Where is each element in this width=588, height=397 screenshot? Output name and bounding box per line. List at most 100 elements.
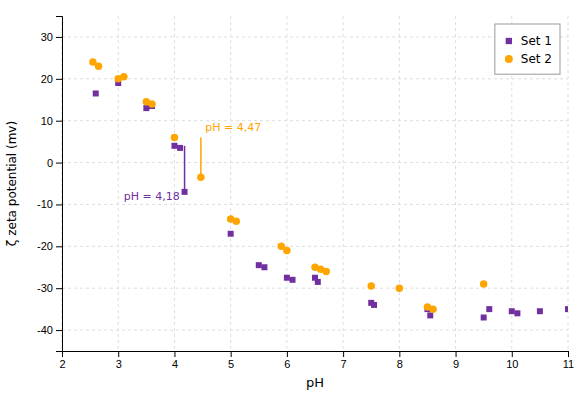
chart: 2 3 4 5 6 7 8 9 10 11 -40 -30 -20 -10 0 10 20 30 pH = 4,18… xyxy=(0,0,588,397)
tick: 6 xyxy=(284,351,290,370)
tick-label: -40 xyxy=(37,324,53,336)
tick-label: 2 xyxy=(59,358,65,370)
grid-line xyxy=(62,36,568,37)
tick-mark xyxy=(56,121,62,122)
tick: -10 xyxy=(37,198,62,210)
annotations: pH = 4,18pH = 4,47 xyxy=(124,121,261,203)
legend-label: Set 2 xyxy=(521,52,552,66)
grid-line xyxy=(568,16,569,351)
legend-frame xyxy=(495,24,560,74)
grid-line xyxy=(455,16,456,351)
grid-line xyxy=(118,16,119,351)
grid-line xyxy=(62,162,568,163)
tick-mark xyxy=(343,351,344,357)
tick-mark xyxy=(56,204,62,205)
grid-line xyxy=(399,16,400,351)
tick-label: 3 xyxy=(116,358,122,370)
point xyxy=(177,145,183,151)
point xyxy=(261,264,267,270)
point xyxy=(171,134,178,141)
tick-mark xyxy=(56,37,62,38)
point xyxy=(290,277,296,283)
tick-mark xyxy=(568,351,569,357)
tick-label: 0 xyxy=(47,157,53,169)
point xyxy=(120,73,127,80)
tick-mark xyxy=(56,79,62,80)
point xyxy=(514,310,520,316)
point xyxy=(284,275,290,281)
tick-label: 11 xyxy=(563,358,574,370)
tick: 11 xyxy=(563,351,574,370)
grid-line xyxy=(286,16,287,351)
tick: 0 xyxy=(47,157,62,169)
point xyxy=(171,143,177,149)
axis-line xyxy=(56,17,63,352)
point xyxy=(480,280,487,287)
grid-line xyxy=(174,16,175,351)
point xyxy=(565,306,568,312)
point xyxy=(148,100,155,107)
point xyxy=(427,312,433,318)
point xyxy=(323,268,330,275)
point xyxy=(143,105,149,111)
tick-mark xyxy=(231,351,232,357)
grid-line xyxy=(62,288,568,289)
tick: -30 xyxy=(37,282,62,294)
tick-label: 10 xyxy=(41,115,53,127)
point xyxy=(486,306,492,312)
grid xyxy=(62,16,568,351)
annotation-line xyxy=(184,146,186,192)
annotation-line xyxy=(200,137,202,177)
marks xyxy=(89,58,568,320)
tick-mark xyxy=(456,351,457,357)
tick: 2 xyxy=(59,351,65,370)
point xyxy=(396,284,403,291)
point xyxy=(481,315,487,321)
series xyxy=(93,80,568,321)
point xyxy=(228,231,234,237)
legend-symbol xyxy=(505,55,513,63)
legend: Set 1Set 2 xyxy=(495,24,560,74)
x-axis: 2 3 4 5 6 7 8 9 10 11 xyxy=(59,351,574,370)
legend-symbol xyxy=(506,38,512,44)
grid-line xyxy=(62,120,568,121)
tick-mark xyxy=(56,246,62,247)
point xyxy=(509,308,515,314)
grid-line xyxy=(62,330,568,331)
tick: 8 xyxy=(397,351,403,370)
tick-label: 10 xyxy=(506,358,518,370)
tick: 20 xyxy=(41,73,62,85)
point xyxy=(537,308,543,314)
point xyxy=(93,90,99,96)
tick: 7 xyxy=(341,351,347,370)
tick-label: 5 xyxy=(228,358,234,370)
y-axis: -40 -30 -20 -10 0 10 20 30 xyxy=(37,17,62,352)
annotation: pH = 4,18 xyxy=(124,190,180,203)
x-axis-title: pH xyxy=(306,375,324,390)
tick-mark xyxy=(512,351,513,357)
point xyxy=(429,305,436,312)
tick-mark xyxy=(56,330,62,331)
tick-label: 30 xyxy=(41,31,53,43)
tick: 10 xyxy=(41,115,62,127)
axis-line xyxy=(63,352,569,358)
y-axis-title: ζ zeta potential (mv) xyxy=(5,121,19,246)
tick: 9 xyxy=(453,351,459,370)
grid-line xyxy=(343,16,344,351)
plot: 2 3 4 5 6 7 8 9 10 11 -40 -30 -20 -10 0 10 20 30 pH = 4,18… xyxy=(37,16,574,370)
tick-mark xyxy=(174,351,175,357)
point xyxy=(283,247,290,254)
tick-label: -10 xyxy=(37,198,53,210)
tick-label: 7 xyxy=(341,358,347,370)
tick-label: 4 xyxy=(172,358,178,370)
grid-line xyxy=(62,246,568,247)
grid-line xyxy=(62,204,568,205)
point xyxy=(371,302,377,308)
tick: -20 xyxy=(37,240,62,252)
tick-label: 8 xyxy=(397,358,403,370)
tick: 30 xyxy=(41,31,62,43)
tick-label: -30 xyxy=(37,282,53,294)
tick-label: 20 xyxy=(41,73,53,85)
series xyxy=(89,58,487,313)
tick-mark xyxy=(118,351,119,357)
